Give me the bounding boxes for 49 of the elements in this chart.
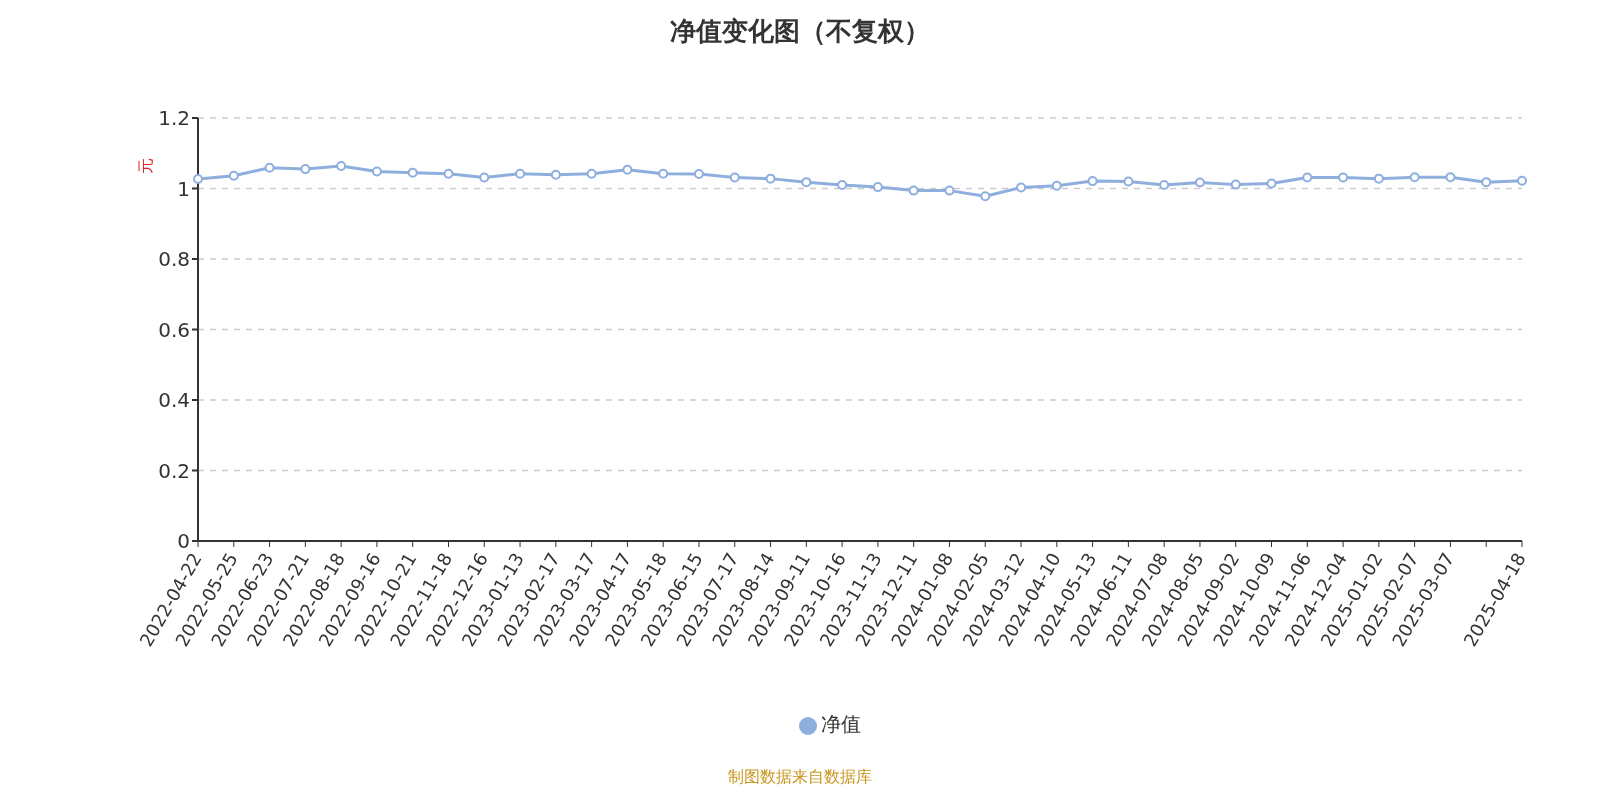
point xyxy=(622,164,633,175)
point xyxy=(1517,175,1527,186)
y-tick-label: 1 xyxy=(177,176,190,201)
point xyxy=(300,164,311,175)
point xyxy=(193,173,203,184)
point xyxy=(693,169,704,180)
point xyxy=(336,160,347,171)
y-tick-label: 0.2 xyxy=(158,458,190,483)
point xyxy=(1123,176,1134,187)
point xyxy=(908,185,919,196)
point xyxy=(1016,182,1027,193)
point xyxy=(658,168,669,179)
point xyxy=(1373,173,1384,184)
text: 制图数据来自数据库 xyxy=(727,767,873,788)
point xyxy=(765,173,776,184)
point xyxy=(801,177,812,188)
point xyxy=(729,172,740,183)
y-axis-title: 元 xyxy=(135,158,156,174)
point xyxy=(443,168,454,179)
y-tick-label: 0 xyxy=(177,529,190,554)
point xyxy=(1445,172,1456,183)
y-tick-label: 0.4 xyxy=(158,388,190,413)
y-tick-label: 0.8 xyxy=(158,247,190,272)
point xyxy=(1302,172,1313,183)
point xyxy=(515,168,526,179)
point xyxy=(586,168,597,179)
point xyxy=(944,185,955,196)
point xyxy=(1194,177,1205,188)
point xyxy=(872,182,883,193)
point xyxy=(1159,179,1170,190)
point xyxy=(1409,172,1420,183)
point xyxy=(1087,176,1098,187)
point xyxy=(1051,180,1062,191)
chart-title: 净值变化图（不复权） xyxy=(669,15,931,48)
point xyxy=(1230,179,1241,190)
point xyxy=(550,169,561,180)
point xyxy=(1481,177,1492,188)
point xyxy=(407,167,418,178)
y-tick-label: 1.2 xyxy=(158,106,190,131)
point xyxy=(228,170,239,181)
point xyxy=(1338,172,1349,183)
point xyxy=(479,172,490,183)
point xyxy=(371,166,382,177)
point xyxy=(1266,178,1277,189)
point xyxy=(980,191,991,202)
legend-label: 净值 xyxy=(821,712,861,736)
y-tick-label: 0.6 xyxy=(158,317,190,342)
point xyxy=(837,179,848,190)
point xyxy=(264,162,275,173)
